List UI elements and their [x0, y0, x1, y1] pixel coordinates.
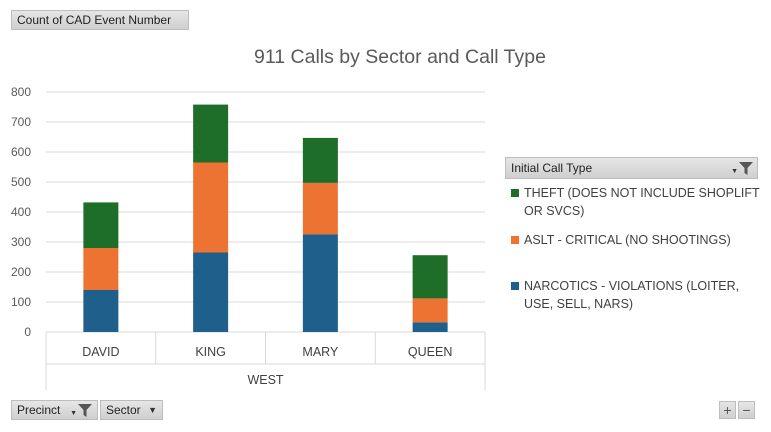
chart-title: 911 Calls by Sector and Call Type [254, 46, 546, 68]
y-tick-label: 300 [11, 235, 31, 249]
y-tick-label: 600 [11, 145, 31, 159]
bar-king-series-1 [193, 162, 229, 253]
y-tick-label: 700 [11, 115, 31, 129]
legend-item-aslt: ASLT - CRITICAL (NO SHOOTINGS) [511, 231, 761, 249]
precinct-field-label: Precinct [17, 403, 61, 417]
y-tick-label: 400 [11, 205, 31, 219]
bar-mary-series-1 [302, 182, 338, 235]
x-group-label: WEST [247, 373, 283, 387]
legend-swatch [511, 282, 519, 290]
legend-label: NARCOTICS - VIOLATIONS (LOITER, USE, SEL… [524, 279, 740, 311]
chevron-down-icon: ▼ [148, 404, 157, 415]
legend-filter-control[interactable]: ▼ [731, 161, 753, 175]
filter-icon [78, 403, 92, 417]
bar-mary-series-2 [302, 137, 338, 183]
bar-queen-series-1 [412, 298, 448, 323]
x-tick-label: MARY [302, 345, 339, 359]
bar-david-series-1 [83, 248, 119, 290]
y-tick-label: 500 [11, 175, 31, 189]
bar-david-series-0 [83, 290, 119, 332]
bar-mary-series-0 [302, 234, 338, 332]
bar-king-series-0 [193, 252, 229, 332]
filter-icon [739, 161, 753, 175]
precinct-filter-control[interactable]: ▼ [70, 403, 92, 417]
collapse-field-button[interactable]: − [738, 401, 755, 419]
expand-field-button[interactable]: + [719, 401, 736, 419]
precinct-field-button[interactable]: Precinct ▼ [11, 400, 98, 420]
values-field-label: Count of CAD Event Number [17, 13, 172, 27]
legend-field-button[interactable]: Initial Call Type ▼ [505, 157, 758, 179]
values-field-button[interactable]: Count of CAD Event Number [11, 10, 189, 30]
y-tick-label: 100 [11, 295, 31, 309]
x-tick-label: DAVID [82, 345, 119, 359]
y-tick-label: 200 [11, 265, 31, 279]
sector-field-button[interactable]: Sector ▼ [100, 400, 163, 420]
bar-queen-series-2 [412, 255, 448, 299]
bar-king-series-2 [193, 104, 229, 163]
sector-dropdown-control[interactable]: ▼ [148, 404, 157, 415]
bar-david-series-2 [83, 202, 119, 248]
chevron-down-icon: ▼ [70, 409, 77, 417]
y-tick-label: 0 [24, 325, 31, 339]
legend-label: ASLT - CRITICAL (NO SHOOTINGS) [524, 233, 731, 247]
sector-field-label: Sector [106, 403, 141, 417]
legend-field-label: Initial Call Type [511, 161, 593, 175]
x-tick-label: QUEEN [408, 345, 452, 359]
legend-label: THEFT (DOES NOT INCLUDE SHOPLIFT OR SVCS… [524, 186, 760, 218]
legend-swatch [511, 189, 519, 197]
bar-queen-series-0 [412, 322, 448, 332]
y-tick-label: 800 [11, 85, 31, 99]
x-tick-label: KING [195, 345, 226, 359]
chevron-down-icon: ▼ [731, 167, 738, 175]
legend-item-narcotics: NARCOTICS - VIOLATIONS (LOITER, USE, SEL… [511, 277, 761, 313]
legend-item-theft: THEFT (DOES NOT INCLUDE SHOPLIFT OR SVCS… [511, 184, 761, 220]
legend-swatch [511, 236, 519, 244]
